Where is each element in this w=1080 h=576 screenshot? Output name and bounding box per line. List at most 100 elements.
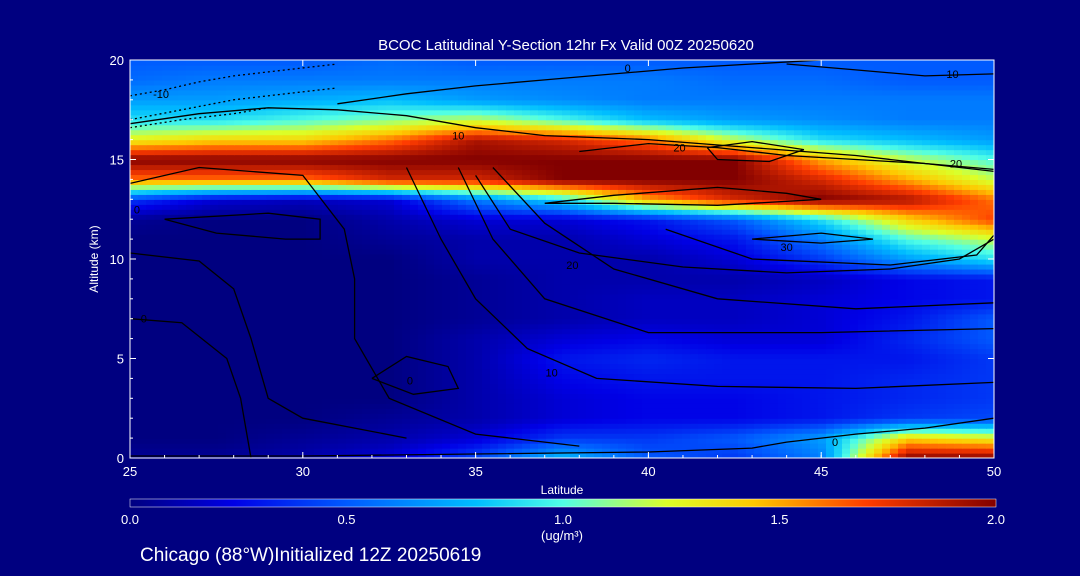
- heatmap-cell: [418, 313, 427, 320]
- heatmap-cell: [354, 373, 363, 379]
- heatmap-cell: [906, 418, 915, 424]
- heatmap-cell: [330, 239, 339, 245]
- heatmap-cell: [282, 323, 291, 330]
- heatmap-cell: [394, 403, 403, 409]
- heatmap-cell: [690, 453, 699, 458]
- heatmap-cell: [426, 423, 435, 429]
- heatmap-cell: [354, 343, 363, 350]
- heatmap-cell: [234, 278, 243, 285]
- heatmap-cell: [538, 239, 547, 245]
- heatmap-cell: [474, 288, 483, 295]
- heatmap-cell: [874, 348, 883, 355]
- heatmap-cell: [506, 268, 515, 275]
- heatmap-cell: [386, 293, 395, 300]
- heatmap-cell: [594, 393, 603, 399]
- heatmap-cell: [130, 373, 139, 379]
- heatmap-cell: [426, 323, 435, 330]
- heatmap-cell: [338, 328, 347, 335]
- heatmap-cell: [594, 278, 603, 285]
- heatmap-cell: [426, 363, 435, 370]
- heatmap-cell: [706, 443, 715, 449]
- heatmap-cell: [690, 438, 699, 444]
- heatmap-cell: [138, 423, 147, 429]
- heatmap-cell: [674, 278, 683, 285]
- heatmap-cell: [258, 423, 267, 429]
- heatmap-cell: [554, 443, 563, 449]
- heatmap-cell: [290, 229, 299, 235]
- heatmap-cell: [690, 259, 699, 265]
- heatmap-cell: [474, 368, 483, 375]
- heatmap-cell: [466, 313, 475, 320]
- heatmap-cell: [434, 358, 443, 365]
- heatmap-cell: [290, 224, 299, 230]
- heatmap-cell: [178, 443, 187, 449]
- heatmap-cell: [786, 298, 795, 305]
- heatmap-cell: [506, 333, 515, 340]
- heatmap-cell: [194, 328, 203, 335]
- heatmap-cell: [690, 408, 699, 414]
- heatmap-cell: [850, 373, 859, 379]
- heatmap-cell: [674, 393, 683, 399]
- heatmap-cell: [938, 363, 947, 370]
- heatmap-cell: [570, 278, 579, 285]
- heatmap-cell: [442, 234, 451, 240]
- heatmap-cell: [978, 428, 987, 434]
- heatmap-cell: [746, 443, 755, 449]
- heatmap-cell: [154, 293, 163, 300]
- heatmap-cell: [866, 438, 875, 444]
- heatmap-cell: [738, 368, 747, 375]
- heatmap-cell: [298, 278, 307, 285]
- heatmap-cell: [298, 288, 307, 295]
- heatmap-cell: [674, 428, 683, 434]
- heatmap-cell: [930, 363, 939, 370]
- heatmap-cell: [914, 443, 923, 449]
- heatmap-cell: [706, 244, 715, 250]
- heatmap-cell: [474, 293, 483, 300]
- heatmap-cell: [778, 303, 787, 310]
- heatmap-cell: [970, 239, 979, 245]
- heatmap-cell: [402, 363, 411, 370]
- heatmap-cell: [226, 443, 235, 449]
- heatmap-cell: [330, 368, 339, 375]
- heatmap-cell: [506, 288, 515, 295]
- heatmap-cell: [602, 413, 611, 419]
- heatmap-cell: [938, 348, 947, 355]
- heatmap-cell: [610, 263, 619, 270]
- heatmap-cell: [890, 239, 899, 245]
- heatmap-cell: [458, 383, 467, 389]
- heatmap-cell: [138, 438, 147, 444]
- heatmap-cell: [170, 283, 179, 290]
- heatmap-cell: [570, 313, 579, 320]
- heatmap-cell: [442, 254, 451, 260]
- heatmap-cell: [250, 273, 259, 280]
- heatmap-cell: [898, 244, 907, 250]
- heatmap-cell: [586, 303, 595, 310]
- heatmap-cell: [530, 333, 539, 340]
- heatmap-cell: [266, 358, 275, 365]
- heatmap-cell: [890, 363, 899, 370]
- heatmap-cell: [626, 393, 635, 399]
- heatmap-cell: [314, 403, 323, 409]
- heatmap-cell: [578, 408, 587, 414]
- heatmap-cell: [458, 373, 467, 379]
- heatmap-cell: [386, 438, 395, 444]
- heatmap-cell: [434, 448, 443, 454]
- heatmap-cell: [930, 318, 939, 325]
- heatmap-cell: [282, 338, 291, 345]
- heatmap-cell: [170, 308, 179, 315]
- heatmap-cell: [322, 249, 331, 255]
- heatmap-cell: [730, 398, 739, 404]
- heatmap-cell: [930, 443, 939, 449]
- heatmap-cell: [586, 453, 595, 458]
- heatmap-cell: [130, 343, 139, 350]
- heatmap-cell: [514, 438, 523, 444]
- heatmap-cell: [546, 254, 555, 260]
- heatmap-cell: [226, 363, 235, 370]
- heatmap-cell: [642, 353, 651, 360]
- heatmap-cell: [210, 428, 219, 434]
- heatmap-cell: [498, 318, 507, 325]
- heatmap-cell: [938, 453, 947, 458]
- heatmap-cell: [906, 353, 915, 360]
- heatmap-cell: [258, 278, 267, 285]
- heatmap-cell: [618, 263, 627, 270]
